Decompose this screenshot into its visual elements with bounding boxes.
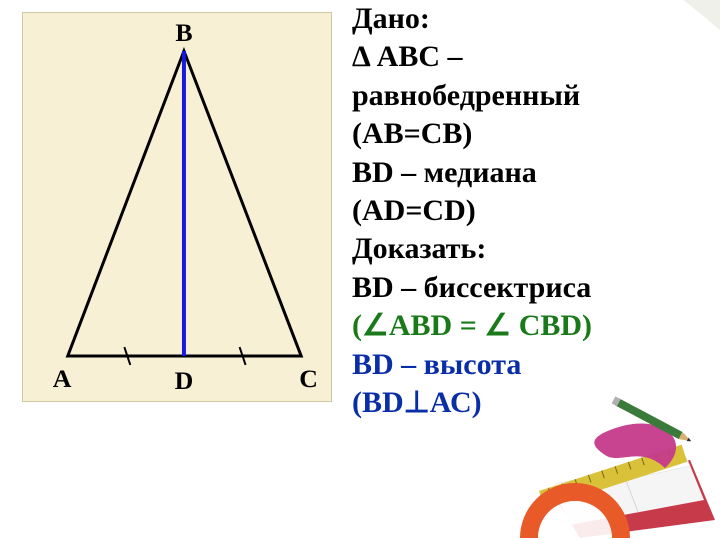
- french-curve-icon: [594, 424, 676, 468]
- text-run: BD – медиана: [352, 156, 537, 189]
- triangle-svg: B A D C: [23, 13, 331, 401]
- protractor-icon: [520, 483, 630, 538]
- text-line: Δ АВС –: [352, 38, 712, 76]
- text-line: (BD⊥АС): [352, 384, 712, 422]
- book-icon: [550, 456, 715, 538]
- text-line: (АD=CD): [352, 192, 712, 230]
- proof-text-block: Дано: Δ АВС – равнобедренный (АВ=СВ) BD …: [352, 0, 712, 422]
- text-run: (∠АВD = ∠ CBD): [352, 309, 592, 342]
- text-line: BD – высота: [352, 346, 712, 384]
- text-run: (АВ=СВ): [352, 117, 472, 150]
- text-run: Δ АВС –: [352, 40, 463, 73]
- text-line: Доказать:: [352, 230, 712, 268]
- text-line: равнобедренный: [352, 77, 712, 115]
- text-run: равнобедренный: [352, 79, 580, 112]
- text-run: (АD=CD): [352, 194, 476, 227]
- text-run: Дано:: [352, 2, 430, 35]
- text-run: BD – биссектриса: [352, 271, 591, 304]
- label-c: C: [299, 364, 318, 393]
- text-line: Дано:: [352, 0, 712, 38]
- text-line: (АВ=СВ): [352, 115, 712, 153]
- triangle-figure: B A D C: [22, 12, 332, 402]
- text-run: Доказать:: [352, 232, 486, 265]
- label-b: B: [175, 18, 192, 47]
- text-line: BD – биссектриса: [352, 269, 712, 307]
- text-line: BD – медиана: [352, 154, 712, 192]
- label-a: A: [53, 364, 72, 393]
- label-d: D: [175, 366, 194, 395]
- text-run: (BD⊥АС): [352, 386, 482, 419]
- ruler-icon: [539, 445, 687, 508]
- slide-root: B A D C Дано: Δ АВС – равнобедренный (АВ…: [0, 0, 720, 540]
- text-run: BD – высота: [352, 348, 521, 381]
- text-line: (∠АВD = ∠ CBD): [352, 307, 712, 345]
